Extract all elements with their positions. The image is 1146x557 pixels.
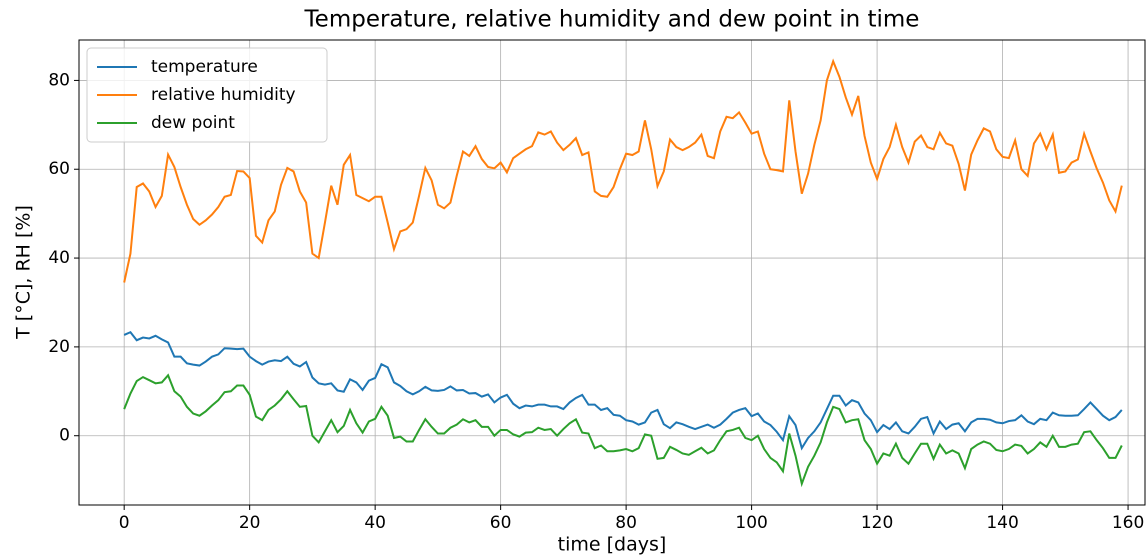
legend-box (86, 47, 328, 143)
y-tick-label: 40 (48, 248, 70, 268)
x-tick-label: 80 (615, 513, 637, 533)
x-tick-label: 100 (735, 513, 767, 533)
data-line (123, 331, 1123, 451)
x-tick-label: 0 (119, 513, 130, 533)
x-axis-label: time [days] (558, 534, 667, 556)
legend-label: dew point (151, 113, 235, 133)
legend-label: temperature (151, 57, 258, 77)
x-tick-label: 120 (861, 513, 893, 533)
plot-frame (78, 39, 1146, 506)
legend-label: relative humidity (151, 85, 296, 105)
x-tick-label: 160 (1112, 513, 1144, 533)
y-tick-label: 60 (48, 159, 70, 179)
y-tick-label: 80 (48, 70, 70, 90)
y-tick-label: 0 (59, 426, 70, 446)
data-line (123, 373, 1123, 488)
y-tick-label: 20 (48, 337, 70, 357)
x-tick-label: 140 (986, 513, 1018, 533)
data-line (123, 58, 1123, 283)
chart-title: Temperature, relative humidity and dew p… (304, 7, 920, 33)
x-tick-label: 40 (364, 513, 386, 533)
x-tick-label: 20 (239, 513, 261, 533)
x-tick-label: 60 (490, 513, 512, 533)
y-axis-label: T [°C], RH [%] (13, 205, 35, 340)
